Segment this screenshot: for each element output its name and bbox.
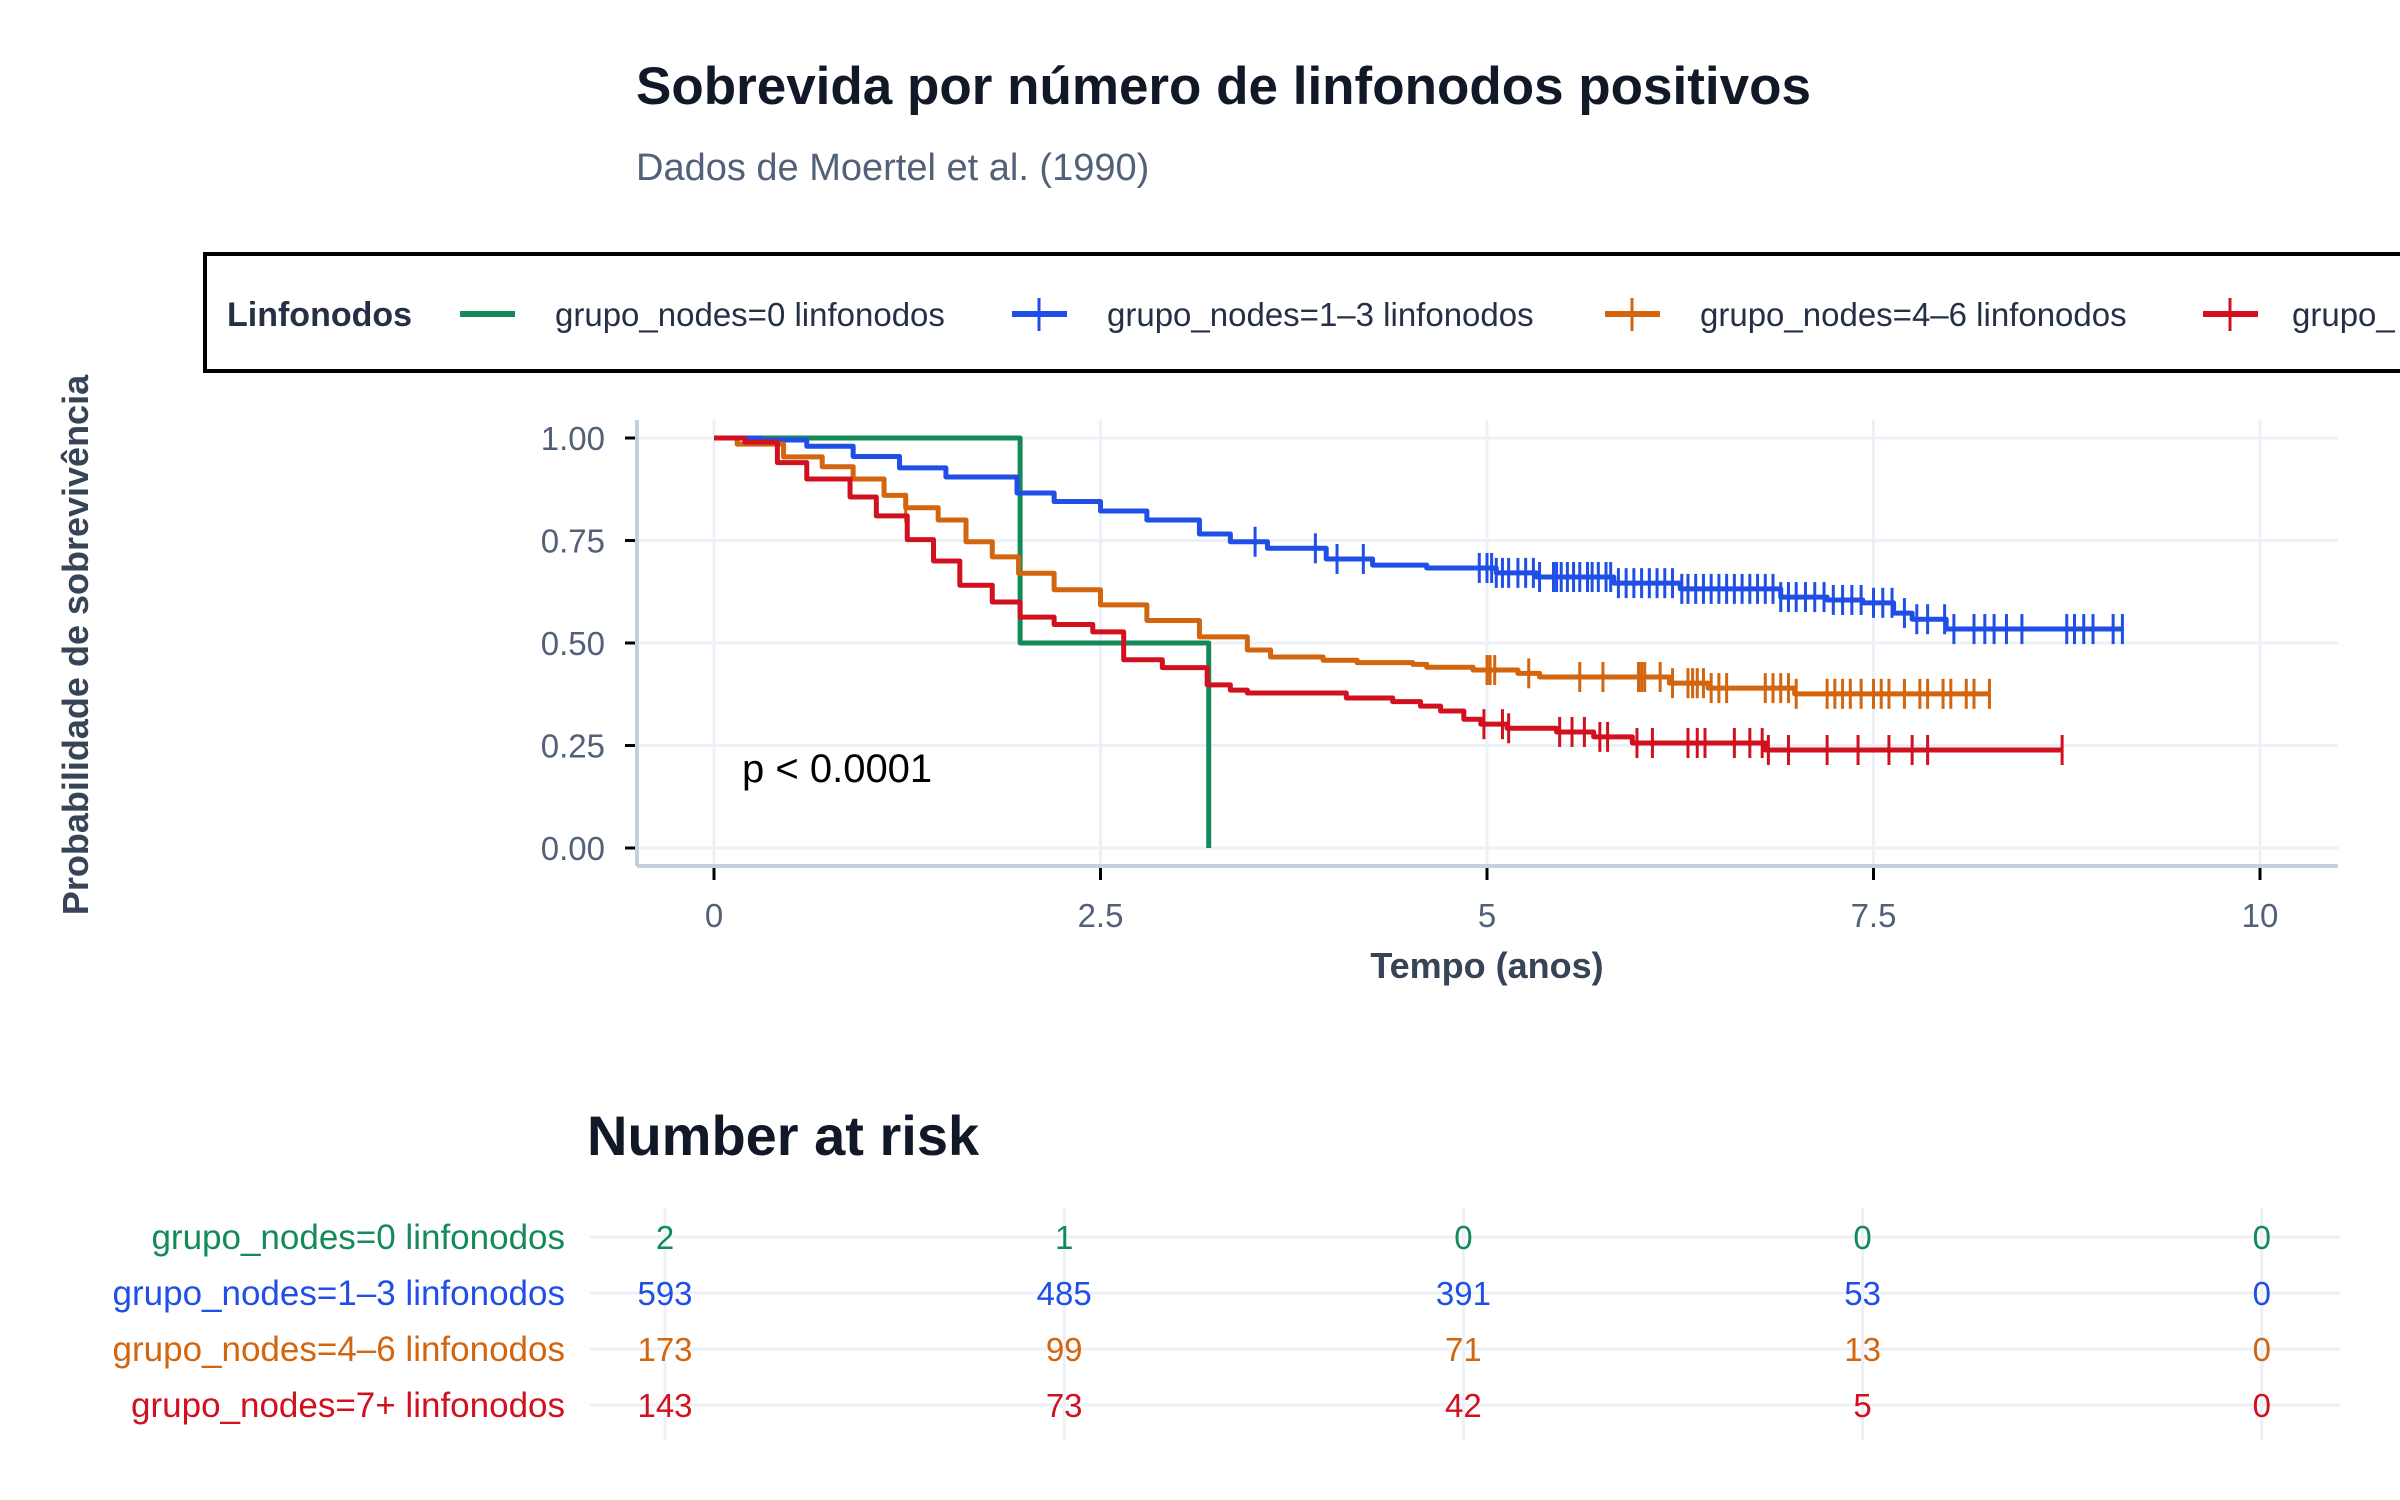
risk-value: 0 (1454, 1219, 1472, 1256)
legend-label: grupo_nodes=1–3 linfonodos (1107, 296, 1534, 333)
legend-item: grupo_nodes=1–3 linfonodos (1012, 296, 1534, 333)
risk-row-label: grupo_nodes=7+ linfonodos (131, 1386, 565, 1425)
km-curve-line (714, 435, 2123, 632)
risk-value: 1 (1055, 1219, 1073, 1256)
risk-row: grupo_nodes=1–3 linfonodos 593 485 391 53 0 (113, 1274, 2271, 1313)
legend-box (203, 252, 2400, 373)
y-tick-label: 0.00 (541, 830, 605, 867)
x-tick-label: 5 (1478, 897, 1496, 934)
risk-value: 13 (1844, 1331, 1881, 1368)
risk-row: grupo_nodes=0 linfonodos 2 1 0 0 0 (151, 1218, 2271, 1257)
x-tick-label: 7.5 (1851, 897, 1897, 934)
risk-value: 0 (2253, 1219, 2271, 1256)
x-axis-title: Tempo (anos) (1370, 945, 1603, 986)
km-curve-line (714, 435, 1212, 848)
y-axis-title: Probabilidade de sobrevivência (55, 374, 96, 915)
risk-value: 391 (1436, 1275, 1491, 1312)
chart-title: Sobrevida por número de linfonodos posit… (636, 57, 1811, 116)
risk-value: 99 (1046, 1331, 1083, 1368)
km-curve-series (714, 435, 1991, 709)
km-curve-series (714, 435, 2124, 645)
legend-title: Linfonodos (227, 296, 412, 334)
risk-value: 73 (1046, 1387, 1083, 1424)
risk-value: 485 (1037, 1275, 1092, 1312)
x-tick-label: 0 (705, 897, 723, 934)
km-curve-series (714, 435, 1212, 848)
risk-value: 0 (2253, 1331, 2271, 1368)
p-value-annotation: p < 0.0001 (742, 747, 932, 791)
risk-row: grupo_nodes=4–6 linfonodos 173 99 71 13 0 (113, 1330, 2271, 1369)
km-curve-series (714, 435, 2064, 766)
risk-value: 173 (637, 1331, 692, 1368)
risk-value: 42 (1445, 1387, 1482, 1424)
chart-subtitle: Dados de Moertel et al. (1990) (636, 147, 1149, 189)
y-tick-label: 0.25 (541, 728, 605, 765)
km-curve-line (714, 435, 1990, 697)
risk-table-title: Number at risk (587, 1104, 980, 1167)
plot-axes: 0.00 0.25 0.50 0.75 1.00 0 2.5 5 7.5 10 (541, 420, 2338, 934)
legend-item: grupo_nodes=0 linfonodos (460, 296, 945, 333)
risk-value: 143 (637, 1387, 692, 1424)
x-tick-label: 10 (2242, 897, 2279, 934)
risk-row-label: grupo_nodes=4–6 linfonodos (113, 1330, 565, 1369)
risk-row-label: grupo_nodes=0 linfonodos (151, 1218, 565, 1257)
plot-curves (714, 435, 2124, 848)
legend-label: grupo_nodes=0 linfonodos (555, 296, 945, 333)
km-curve-line (714, 435, 2063, 753)
y-tick-label: 0.50 (541, 625, 605, 662)
legend-label: grupo_ (2292, 296, 2395, 333)
risk-value: 5 (1853, 1387, 1871, 1424)
risk-row: grupo_nodes=7+ linfonodos 143 73 42 5 0 (131, 1386, 2271, 1425)
legend-label: grupo_nodes=4–6 linfonodos (1700, 296, 2127, 333)
legend: Linfonodos grupo_nodes=0 linfonodos grupo… (203, 252, 2400, 373)
x-tick-label: 2.5 (1078, 897, 1124, 934)
risk-value: 2 (656, 1219, 674, 1256)
y-tick-label: 0.75 (541, 523, 605, 560)
risk-table: grupo_nodes=0 linfonodos 2 1 0 0 0grupo_nodes… (113, 1208, 2340, 1440)
risk-value: 0 (2253, 1387, 2271, 1424)
legend-item: grupo_nodes=4–6 linfonodos (1605, 296, 2127, 333)
risk-value: 53 (1844, 1275, 1881, 1312)
risk-value: 0 (1853, 1219, 1871, 1256)
y-tick-label: 1.00 (541, 420, 605, 457)
risk-row-label: grupo_nodes=1–3 linfonodos (113, 1274, 565, 1313)
risk-value: 71 (1445, 1331, 1482, 1368)
legend-item: grupo_ (2203, 296, 2395, 333)
risk-value: 593 (637, 1275, 692, 1312)
risk-value: 0 (2253, 1275, 2271, 1312)
